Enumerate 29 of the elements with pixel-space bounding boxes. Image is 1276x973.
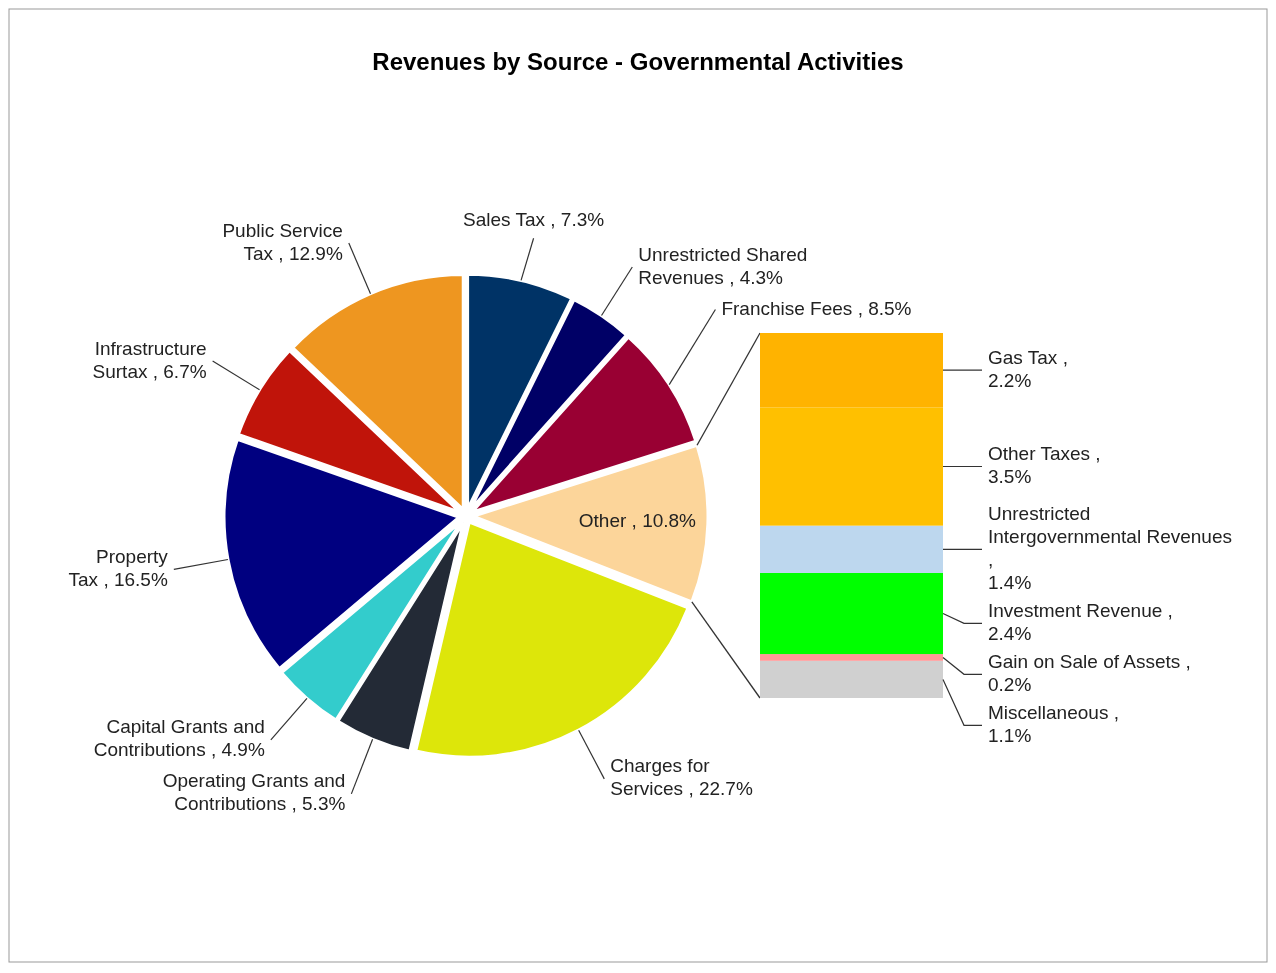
slice-label: Franchise Fees , 8.5%	[721, 297, 912, 319]
data-label: 3.5%	[988, 466, 1032, 488]
text: Gain on Sale of Assets ,	[988, 650, 1191, 672]
data-label: 1.1%	[988, 724, 1032, 746]
text: Other Taxes ,	[988, 443, 1101, 465]
bar	[760, 333, 943, 408]
slice-label: Infrastructure Surtax , 6.7%	[92, 337, 207, 382]
data-label: 2.2%	[988, 369, 1032, 391]
slice-label: Capital Grants and Contributions , 4.9%	[93, 716, 265, 761]
text: Miscellaneous ,	[988, 701, 1119, 723]
bar	[760, 407, 943, 526]
slice-label: Property Tax , 16.5%	[68, 545, 169, 590]
slice-label: Other , 10.8%	[578, 509, 697, 531]
text: Gas Tax ,	[988, 346, 1068, 368]
slice-label: Charges for Services , 22.7%	[610, 755, 753, 800]
text: Investment Revenue ,	[988, 599, 1173, 621]
slice-label: Operating Grants and Contributions , 5.3%	[162, 770, 346, 815]
chart-title: Revenues by Source - Governmental Activities	[372, 48, 904, 75]
bar	[760, 525, 943, 573]
text: Unrestricted Intergovernmental Revenues ,	[988, 502, 1232, 570]
data-label: 2.4%	[988, 622, 1032, 644]
slice-label: Sales Tax , 7.3%	[462, 208, 605, 230]
data-label: 0.2%	[988, 673, 1032, 695]
slice-label: Public Service Tax , 12.9%	[222, 219, 343, 264]
bar	[760, 572, 943, 655]
slice-label: Unrestricted Shared Revenues , 4.3%	[638, 243, 808, 288]
data-label: 1.4%	[988, 571, 1032, 593]
bar	[760, 654, 943, 661]
bar	[760, 660, 943, 698]
